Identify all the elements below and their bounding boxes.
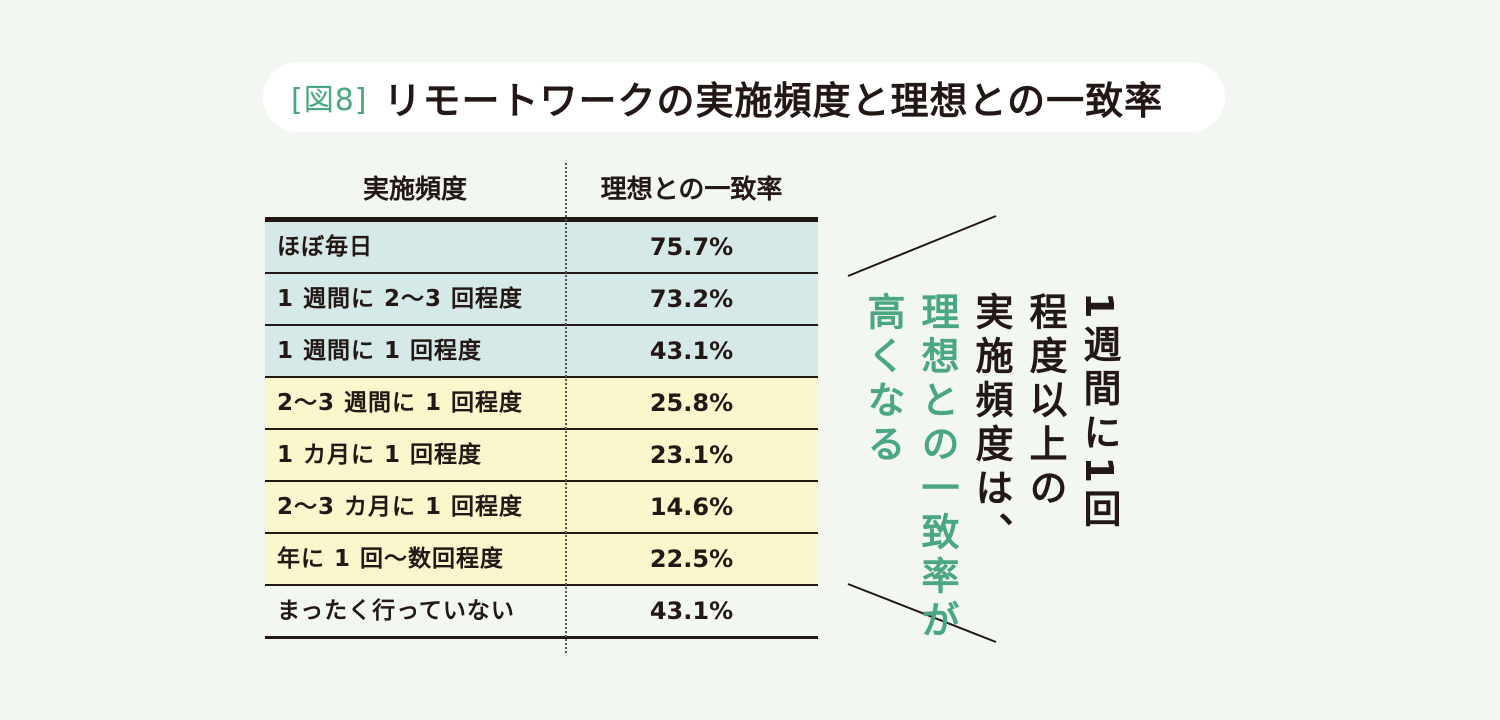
callout-line-1: 1週間に1回	[1077, 292, 1121, 533]
row-category: 年に 1 回〜数回程度	[277, 546, 505, 572]
table-row: ほぼ毎日 75.7%	[265, 222, 818, 274]
table-row: 2〜3 カ月に 1 回程度 14.6%	[265, 482, 818, 534]
table-row: 1 週間に 1 回程度 43.1%	[265, 326, 818, 378]
row-category: 1 週間に 2〜3 回程度	[277, 286, 524, 312]
table-row: 年に 1 回〜数回程度 22.5%	[265, 534, 818, 586]
table-row: まったく行っていない 43.1%	[265, 586, 818, 639]
row-category: 2〜3 カ月に 1 回程度	[277, 494, 524, 520]
callout-line-2: 程度以上の	[1023, 292, 1067, 512]
callout-line-3: 実施頻度は、	[969, 292, 1013, 556]
figure-label: [図8]	[291, 83, 368, 118]
callout-line-5-highlight: 高くなる	[861, 292, 905, 468]
row-category: 2〜3 週間に 1 回程度	[277, 390, 524, 416]
table-row: 1 カ月に 1 回程度 23.1%	[265, 430, 818, 482]
row-category: ほぼ毎日	[277, 234, 373, 260]
table-row: 1 週間に 2〜3 回程度 73.2%	[265, 274, 818, 326]
table-row: 2〜3 週間に 1 回程度 25.8%	[265, 378, 818, 430]
row-value: 22.5%	[649, 545, 734, 573]
row-category: 1 カ月に 1 回程度	[277, 442, 483, 468]
column-header-match-rate: 理想との一致率	[600, 175, 783, 205]
row-category: 1 週間に 1 回程度	[277, 338, 483, 364]
row-value: 43.1%	[649, 597, 734, 625]
column-divider	[565, 163, 567, 653]
row-value: 73.2%	[649, 285, 734, 313]
page-title: リモートワークの実施頻度と理想との一致率	[383, 78, 1164, 123]
row-category: まったく行っていない	[277, 598, 515, 624]
callout-line-top	[847, 215, 997, 277]
callout-line-bottom	[847, 583, 997, 643]
data-table: 実施頻度 理想との一致率 ほぼ毎日 75.7% 1 週間に 2〜3 回程度 73.2%…	[265, 163, 818, 653]
title-banner: [図8] リモートワークの実施頻度と理想との一致率	[263, 62, 1225, 132]
row-value: 43.1%	[649, 337, 734, 365]
row-value: 14.6%	[649, 493, 734, 521]
row-value: 23.1%	[649, 441, 734, 469]
row-value: 75.7%	[649, 233, 734, 261]
column-header-frequency: 実施頻度	[362, 175, 467, 205]
callout-line-4-highlight: 理想との一致率が	[915, 292, 959, 644]
table-body: ほぼ毎日 75.7% 1 週間に 2〜3 回程度 73.2% 1 週間に 1 回程度 43…	[265, 222, 818, 639]
row-value: 25.8%	[649, 389, 734, 417]
table-header: 実施頻度 理想との一致率	[265, 163, 818, 222]
